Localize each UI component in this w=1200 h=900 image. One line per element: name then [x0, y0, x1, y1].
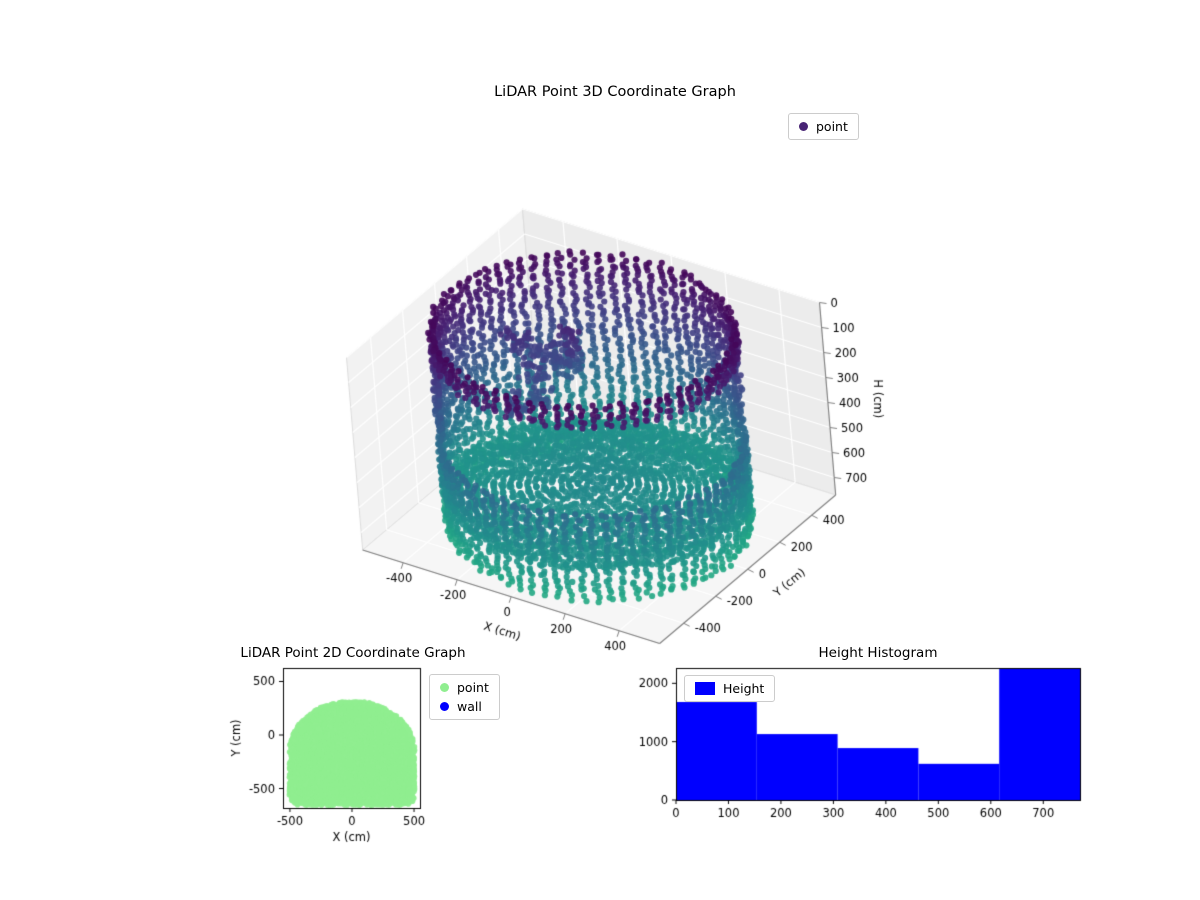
legend-label-wall: wall — [457, 699, 482, 714]
plot3d-legend: point — [788, 113, 859, 140]
legend-entry-point: point — [440, 680, 489, 695]
legend-entry-height: Height — [695, 681, 764, 696]
legend-label-point: point — [457, 680, 489, 695]
plot2d-title: LiDAR Point 2D Coordinate Graph — [240, 645, 466, 661]
plot3d-title: LiDAR Point 3D Coordinate Graph — [494, 84, 736, 100]
histogram-title: Height Histogram — [818, 645, 938, 661]
histogram-legend: Height — [684, 675, 776, 702]
legend-label-height: Height — [723, 681, 765, 696]
point-marker-icon — [799, 122, 808, 131]
legend-entry-wall: wall — [440, 699, 489, 714]
point-marker-icon — [440, 683, 449, 692]
wall-marker-icon — [440, 702, 449, 711]
legend-entry-point: point — [799, 119, 848, 134]
height-swatch-icon — [695, 682, 715, 695]
legend-label-point: point — [816, 119, 848, 134]
plot2d-legend: point wall — [429, 674, 500, 720]
